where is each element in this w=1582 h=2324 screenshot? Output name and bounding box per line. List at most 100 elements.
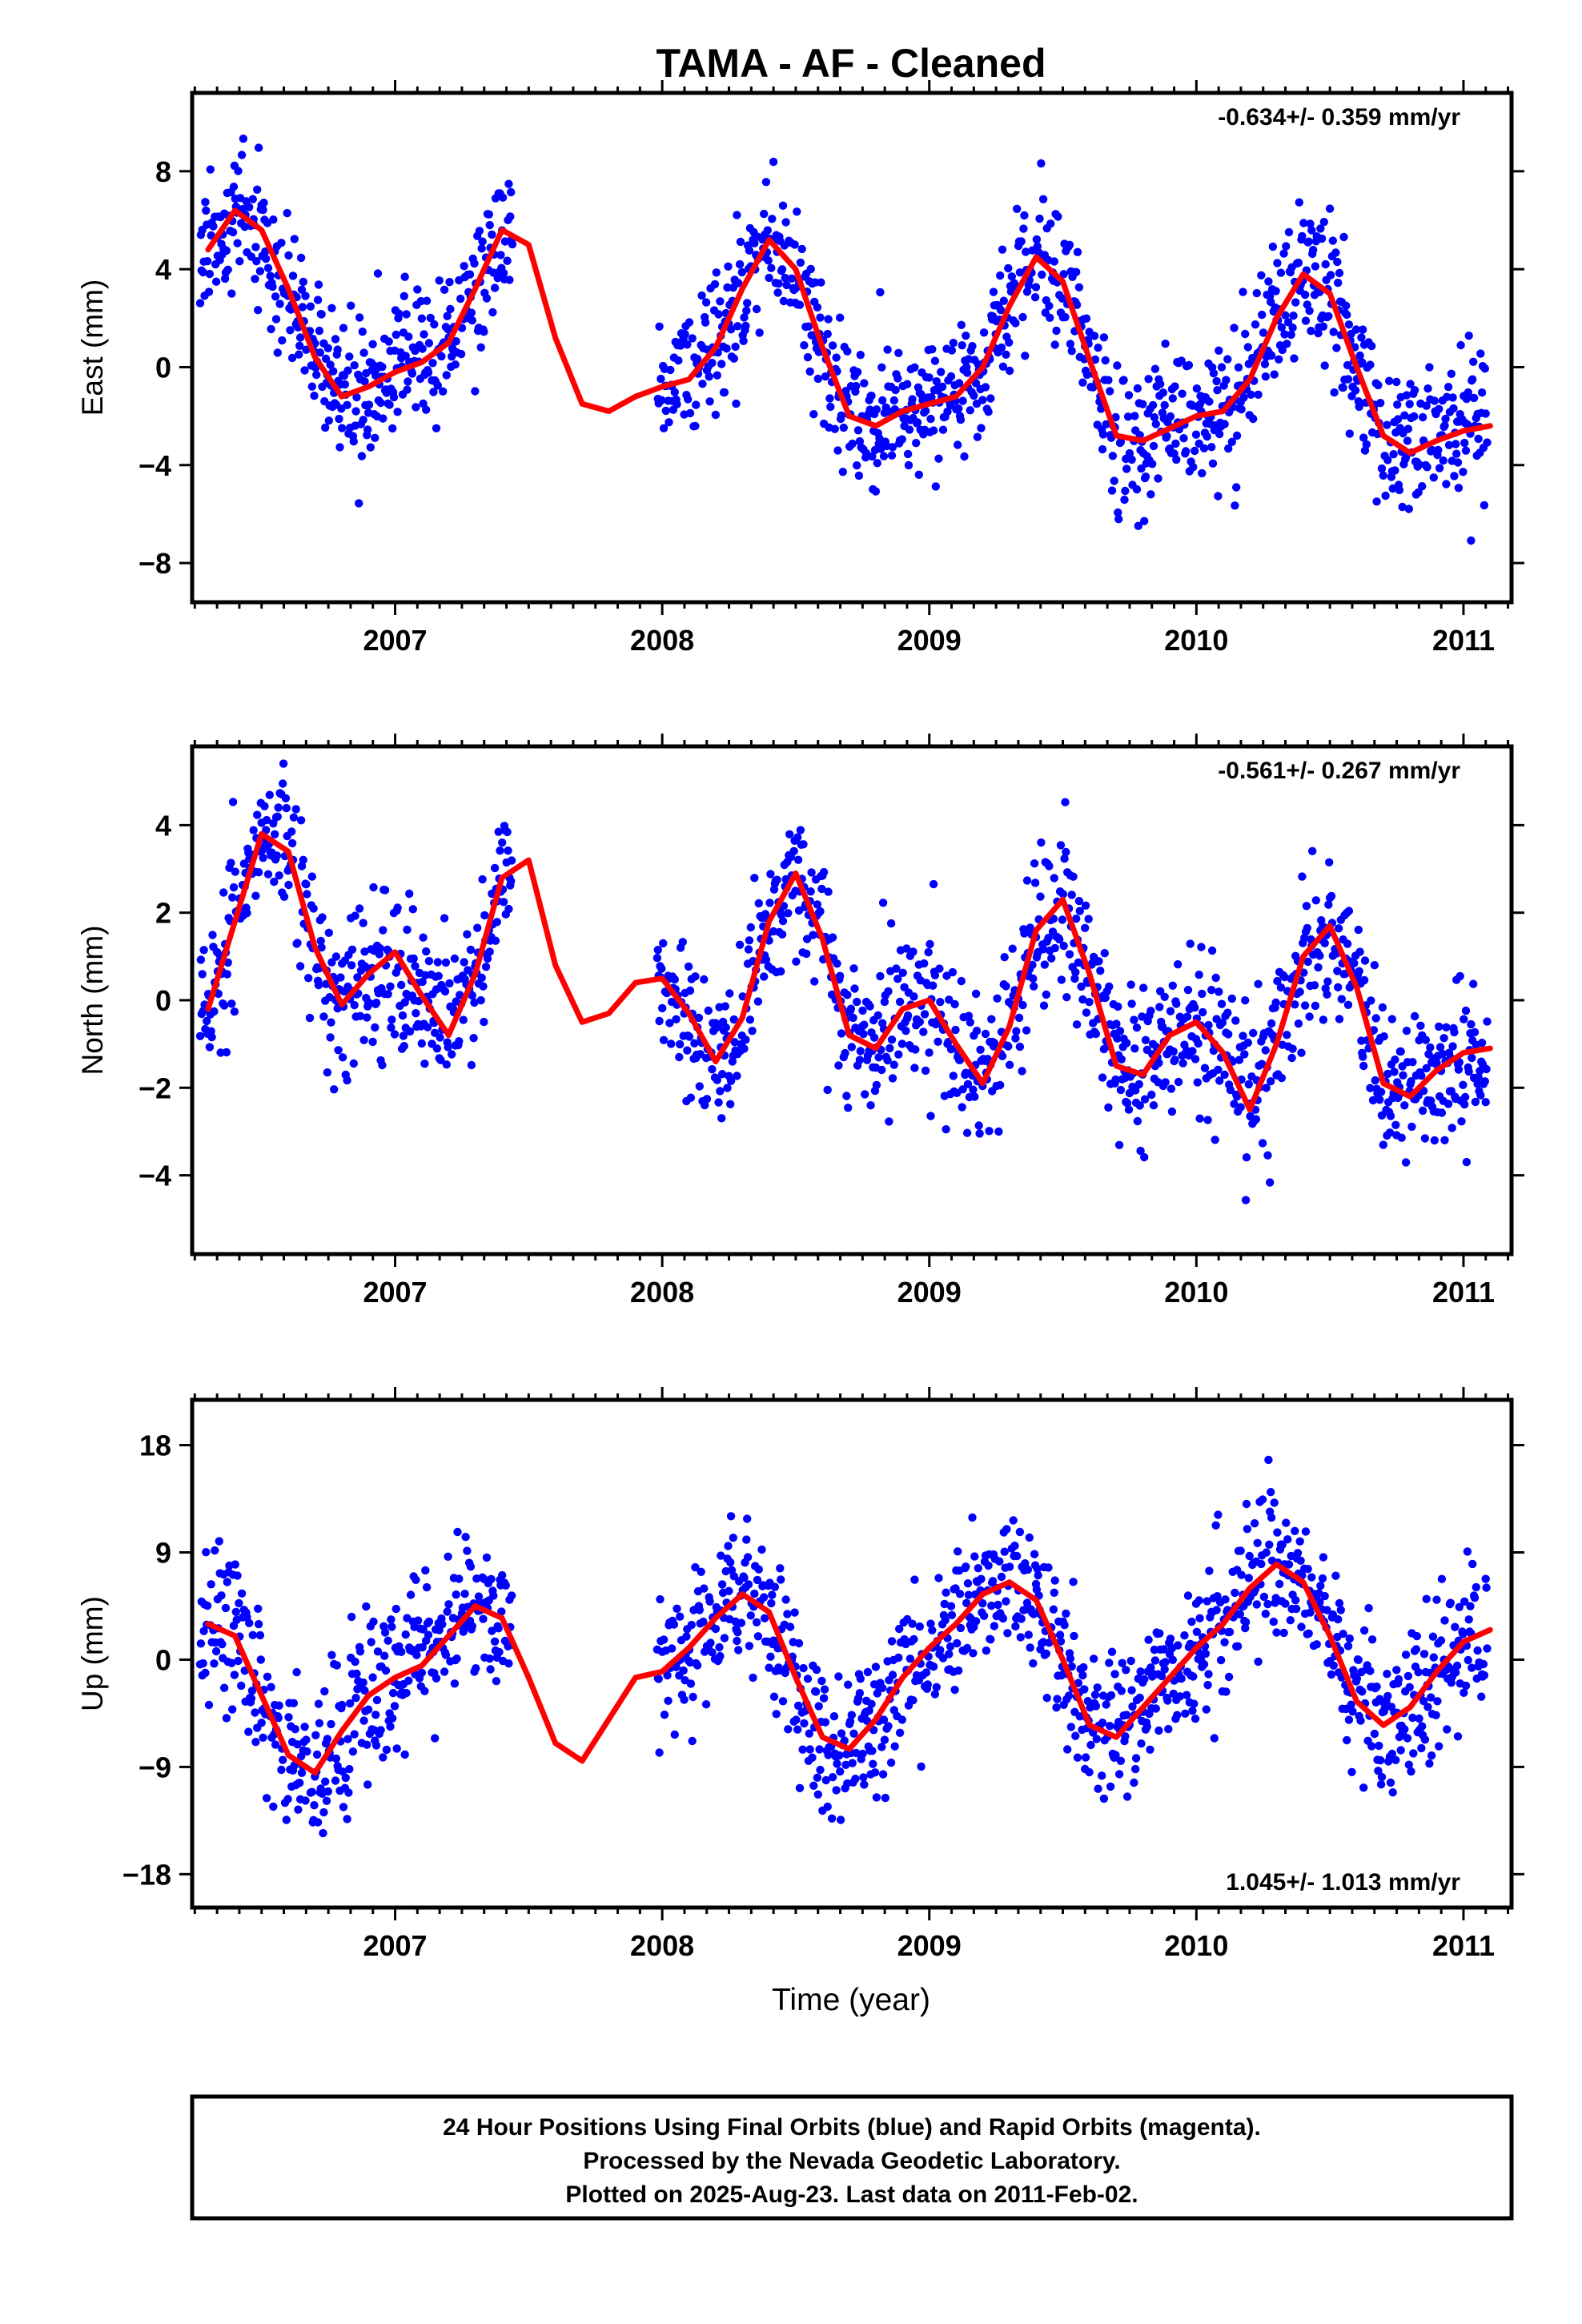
data-point bbox=[293, 939, 302, 947]
data-point bbox=[958, 1085, 967, 1094]
data-point bbox=[391, 330, 400, 340]
y-tick-label: −4 bbox=[139, 1160, 171, 1192]
data-point bbox=[936, 1646, 945, 1655]
data-point bbox=[1383, 1069, 1392, 1079]
data-point bbox=[1105, 982, 1114, 991]
data-point bbox=[685, 986, 695, 995]
data-point bbox=[1072, 267, 1081, 276]
data-point bbox=[1261, 372, 1271, 381]
data-point bbox=[1259, 328, 1268, 337]
data-point bbox=[355, 313, 364, 322]
data-point bbox=[1419, 1650, 1429, 1659]
data-point bbox=[705, 1597, 714, 1606]
data-point bbox=[211, 1647, 221, 1656]
data-point bbox=[1220, 1070, 1229, 1080]
data-point bbox=[291, 1725, 299, 1734]
data-point bbox=[844, 1104, 853, 1112]
data-point bbox=[1168, 394, 1178, 403]
data-point bbox=[1304, 237, 1313, 246]
data-point bbox=[1030, 1610, 1038, 1618]
data-point bbox=[1443, 1725, 1452, 1734]
data-point bbox=[1354, 1655, 1363, 1664]
data-point bbox=[1211, 1136, 1219, 1144]
data-point bbox=[1124, 1105, 1134, 1114]
data-point bbox=[1473, 1080, 1482, 1088]
data-point bbox=[322, 1796, 331, 1805]
data-point bbox=[1067, 1662, 1076, 1671]
data-point bbox=[898, 968, 907, 978]
data-point bbox=[1461, 1006, 1471, 1015]
data-point bbox=[697, 1567, 705, 1577]
data-point bbox=[230, 1007, 239, 1016]
x-tick-label: 2009 bbox=[897, 624, 962, 657]
data-point bbox=[350, 1000, 359, 1010]
data-point bbox=[267, 1683, 275, 1691]
data-point bbox=[302, 880, 311, 889]
data-point bbox=[302, 1735, 311, 1744]
data-point bbox=[839, 423, 849, 432]
data-point bbox=[204, 1700, 214, 1710]
data-point bbox=[1235, 1055, 1244, 1064]
data-point bbox=[687, 1620, 696, 1630]
y-tick-label: 8 bbox=[155, 155, 171, 188]
data-point bbox=[1319, 322, 1328, 331]
data-point bbox=[1337, 995, 1347, 1003]
data-point bbox=[349, 437, 358, 446]
data-point bbox=[852, 1748, 861, 1758]
data-point bbox=[1455, 1602, 1464, 1612]
data-point bbox=[1172, 999, 1181, 1008]
data-point bbox=[251, 1708, 259, 1717]
data-point bbox=[1452, 440, 1460, 448]
data-point bbox=[1194, 1039, 1203, 1048]
data-point bbox=[467, 1060, 476, 1070]
data-point bbox=[809, 1781, 818, 1790]
data-point bbox=[989, 287, 998, 296]
data-point bbox=[861, 1090, 869, 1099]
data-point bbox=[1062, 1609, 1070, 1618]
data-point bbox=[1319, 218, 1329, 227]
x-tick-label: 2011 bbox=[1432, 624, 1495, 657]
data-point bbox=[856, 1047, 865, 1055]
data-point bbox=[1367, 1742, 1376, 1751]
data-point bbox=[271, 830, 279, 839]
data-point bbox=[957, 320, 966, 329]
data-point bbox=[1046, 219, 1055, 228]
data-point bbox=[673, 1604, 681, 1614]
data-point bbox=[1385, 1128, 1395, 1137]
data-point bbox=[1450, 472, 1459, 480]
data-point bbox=[701, 318, 710, 327]
data-point bbox=[1094, 1784, 1102, 1793]
data-point bbox=[463, 1546, 472, 1555]
data-point bbox=[1334, 1614, 1343, 1624]
data-point bbox=[1308, 846, 1317, 856]
data-point bbox=[375, 944, 384, 953]
data-point bbox=[792, 1715, 801, 1724]
data-point bbox=[1121, 1732, 1130, 1741]
data-point bbox=[1160, 992, 1169, 1002]
data-point bbox=[828, 933, 837, 942]
data-point bbox=[1056, 1637, 1066, 1646]
data-point bbox=[1092, 1735, 1102, 1743]
data-point bbox=[1272, 1628, 1281, 1637]
data-point bbox=[712, 268, 721, 277]
data-point bbox=[1317, 234, 1327, 243]
data-point bbox=[1195, 1596, 1203, 1605]
data-point bbox=[199, 1007, 207, 1015]
data-point bbox=[1355, 947, 1364, 956]
data-point bbox=[1264, 277, 1273, 286]
data-point bbox=[1078, 1671, 1087, 1680]
data-point bbox=[481, 963, 491, 971]
data-point bbox=[1160, 1665, 1169, 1674]
data-point bbox=[335, 414, 343, 424]
data-point bbox=[716, 1087, 725, 1096]
data-point bbox=[207, 1580, 215, 1589]
data-point bbox=[1116, 437, 1126, 446]
data-point bbox=[1170, 382, 1179, 391]
data-point bbox=[432, 424, 441, 432]
data-point bbox=[910, 1575, 919, 1584]
data-point bbox=[893, 374, 902, 383]
data-point bbox=[928, 1626, 937, 1635]
data-point bbox=[1150, 412, 1159, 422]
data-point bbox=[494, 827, 503, 836]
data-point bbox=[338, 1700, 347, 1710]
